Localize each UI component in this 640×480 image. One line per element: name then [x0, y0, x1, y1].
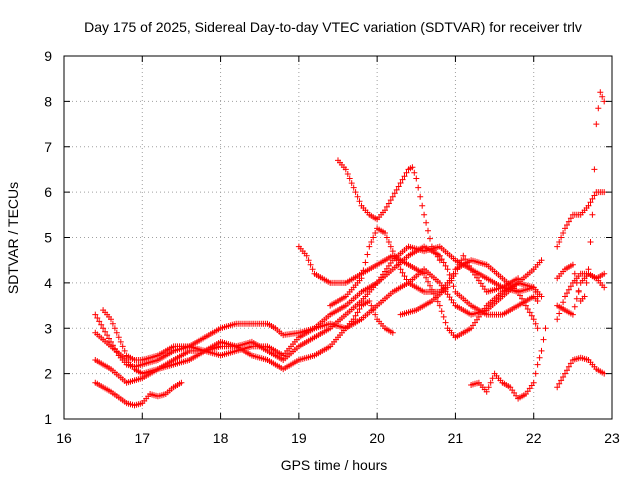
x-tick-label: 16 [56, 430, 72, 446]
x-tick-label: 22 [526, 430, 542, 446]
data-series [92, 89, 608, 409]
y-tick-label: 8 [44, 93, 52, 109]
x-tick-label: 18 [213, 430, 229, 446]
y-tick-label: 3 [44, 320, 52, 336]
series-track-n [554, 270, 608, 318]
x-tick-label: 19 [291, 430, 307, 446]
plus-markers [554, 270, 608, 318]
plus-markers [92, 243, 541, 370]
plus-markers [92, 243, 541, 377]
plus-markers [92, 379, 185, 409]
series-track-o [554, 354, 608, 391]
series-track-g [335, 157, 443, 264]
y-tick-label: 1 [44, 411, 52, 427]
series-track-a [92, 243, 541, 370]
axis-ticks [63, 55, 613, 420]
series-track-c [92, 243, 541, 377]
grid [64, 56, 612, 419]
y-tick-labels: 1 2 3 4 5 6 7 8 9 [44, 48, 52, 427]
x-tick-label: 17 [134, 430, 150, 446]
y-tick-label: 4 [44, 275, 52, 291]
plus-markers [554, 354, 608, 391]
x-axis-label: GPS time / hours [281, 457, 388, 473]
y-tick-label: 7 [44, 139, 52, 155]
series-track-i [397, 257, 541, 332]
x-tick-label: 23 [604, 430, 620, 446]
plus-markers [468, 325, 549, 402]
plus-markers [554, 189, 608, 250]
series-track-j [468, 325, 549, 402]
y-tick-label: 5 [44, 230, 52, 246]
y-tick-label: 9 [44, 48, 52, 64]
series-track-e [92, 379, 185, 409]
series-track-k [554, 189, 608, 250]
x-tick-label: 21 [448, 430, 464, 446]
series-track-d [92, 298, 396, 386]
x-tick-label: 20 [369, 430, 385, 446]
y-axis-label: SDTVAR / TECUs [5, 182, 21, 294]
y-tick-label: 2 [44, 366, 52, 382]
plus-markers [397, 257, 541, 332]
plus-markers [335, 157, 443, 264]
y-tick-label: 6 [44, 184, 52, 200]
plus-markers [92, 298, 396, 386]
x-tick-labels: 16 17 18 19 20 21 22 23 [56, 430, 620, 446]
chart-title: Day 175 of 2025, Sidereal Day-to-day VTE… [84, 19, 582, 35]
